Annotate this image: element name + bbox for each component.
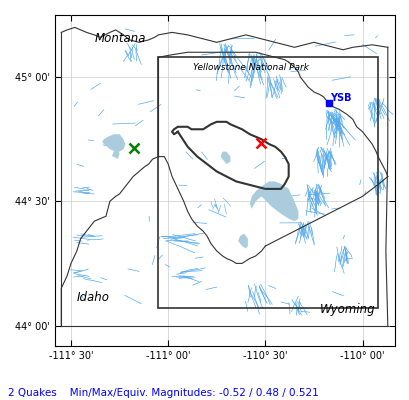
Polygon shape — [249, 182, 298, 221]
Polygon shape — [102, 134, 125, 152]
Polygon shape — [238, 234, 247, 248]
Text: YSB: YSB — [330, 93, 351, 103]
Text: Montana: Montana — [94, 32, 146, 45]
Text: Yellowstone National Park: Yellowstone National Park — [193, 63, 309, 72]
Bar — [158, 57, 377, 308]
Text: Wyoming: Wyoming — [319, 303, 375, 316]
Text: 2 Quakes    Min/Max/Equiv. Magnitudes: -0.52 / 0.48 / 0.521: 2 Quakes Min/Max/Equiv. Magnitudes: -0.5… — [8, 388, 318, 398]
Polygon shape — [112, 149, 119, 159]
Polygon shape — [220, 152, 230, 164]
Text: Idaho: Idaho — [76, 291, 110, 304]
